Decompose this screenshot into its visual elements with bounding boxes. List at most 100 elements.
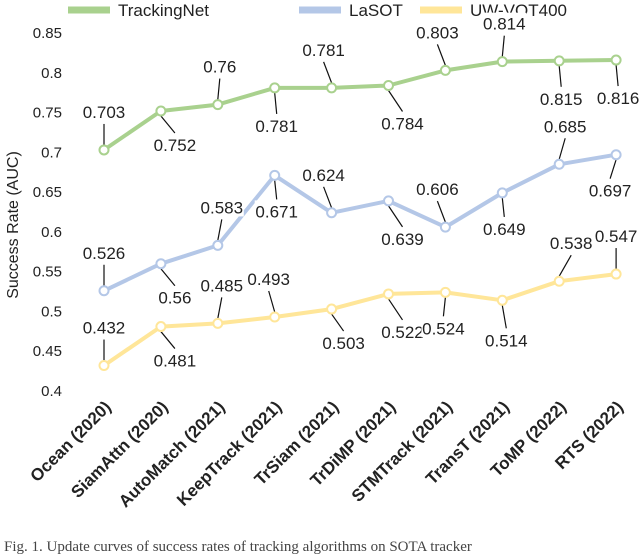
data-point [155,258,167,270]
data-point [326,303,338,315]
data-label-bg [594,225,639,246]
data-label: 0.703 [83,103,126,122]
data-label: 0.816 [597,89,640,108]
leader-line [160,268,176,287]
data-point [98,144,110,156]
data-label-bg [152,133,197,154]
y-tick-label: 0.75 [33,105,62,122]
leader-line [558,138,566,160]
data-label-bg [82,100,126,121]
data-point [212,317,224,329]
data-label-bg [415,21,460,42]
data-label-bg [152,286,197,307]
data-label-bg [199,196,244,217]
leader-line [323,61,333,84]
data-label-bg [380,227,425,248]
data-label: 0.606 [416,180,459,199]
data-labels: 0.703 0.752 0.76 0.781 0.781 0.784 0.803 0.814 0… [82,12,640,371]
data-point [155,105,167,117]
legend: TrackingNet LaSOT UW-VOT400 [68,1,567,20]
y-tick-label: 0.45 [33,343,62,360]
data-point [269,169,281,181]
data-label: 0.524 [422,319,465,338]
leader-line [558,254,572,277]
data-point [553,55,565,67]
y-tick-label: 0.55 [33,264,62,281]
x-axis: Ocean (2020)SiamAttn (2020)AutoMatch (20… [27,397,627,511]
data-label-bg [301,163,346,184]
data-point [326,207,338,219]
data-point [553,275,565,287]
data-label-bg [380,320,425,341]
data-label-bg [482,12,527,33]
data-point [496,187,508,199]
data-label-bg [421,317,466,338]
data-label-bg [588,179,633,200]
leader-line [442,297,446,317]
data-point [439,221,451,233]
leader-line [274,180,278,200]
y-axis: 0.4 0.45 0.5 0.55 0.6 0.65 0.7 0.75 0.8 0.85 [33,25,62,400]
data-label-bg [254,200,299,221]
x-tick-label: KeepTrack (2021) [173,397,285,509]
y-tick-label: 0.85 [33,25,62,42]
y-tick-label: 0.8 [41,65,62,82]
data-label: 0.547 [595,227,638,246]
data-point [383,80,394,92]
series-line [103,152,617,293]
leader-line [268,290,276,313]
data-label-bg [484,329,529,350]
data-label-bg [82,241,126,262]
data-point [553,158,565,170]
leader-line [217,297,223,319]
data-label: 0.752 [154,136,197,155]
data-label-bg [301,38,346,59]
data-label-bg [82,316,126,337]
data-label-bg [152,349,197,370]
data-point [496,294,508,306]
data-label-bg [199,274,244,295]
data-label: 0.649 [483,220,526,239]
data-point [496,56,508,68]
data-label: 0.583 [201,198,244,217]
leader-line [501,305,507,329]
leader-line [609,159,617,179]
leader-line [388,298,403,321]
data-label: 0.481 [154,352,197,371]
label-leader-lines [103,35,619,361]
data-label: 0.803 [416,23,459,42]
data-point [439,64,451,76]
data-point [155,321,167,333]
data-label: 0.56 [158,289,191,308]
data-label: 0.538 [550,234,593,253]
data-point [383,288,394,300]
x-tick-label: STMTrack (2021) [348,397,456,505]
y-axis-title: Success Rate (AUC) [5,151,22,299]
data-label: 0.526 [83,244,126,263]
data-label: 0.697 [589,182,632,201]
leader-line [558,65,562,87]
data-label: 0.485 [201,276,244,295]
leader-line [388,90,403,112]
data-point [269,82,281,94]
leader-line [388,205,403,228]
data-label: 0.514 [485,331,528,350]
data-label: 0.639 [381,230,424,249]
legend-label: TrackingNet [118,1,209,20]
leader-line [217,219,223,241]
data-label-bg [482,217,527,238]
leader-line [501,35,505,57]
leader-line [501,197,505,217]
data-point [269,311,281,323]
x-tick-label: SiamAttn (2020) [67,397,171,501]
series-line [102,272,617,368]
line-chart: TrackingNet LaSOT UW-VOT400 0.40.450.50.55… [5,1,640,511]
data-point [610,268,622,280]
data-label: 0.815 [540,90,583,109]
data-point [212,239,224,251]
leader-line [436,200,446,223]
data-label-bg [596,87,640,108]
leader-line [331,313,345,332]
data-point [383,195,394,207]
data-point [212,99,224,111]
